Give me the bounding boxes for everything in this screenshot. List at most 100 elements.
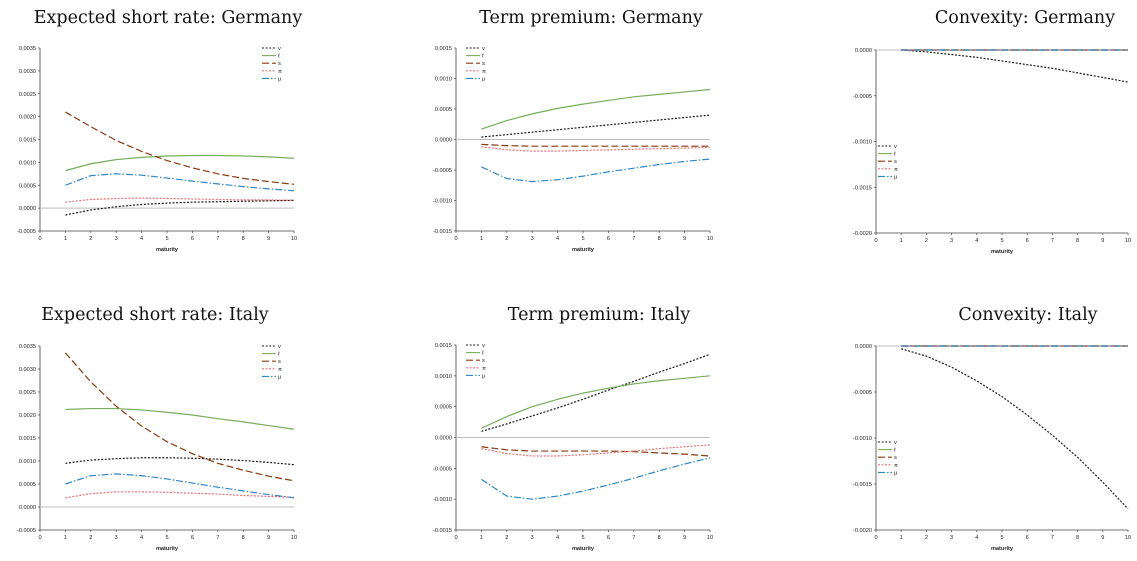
chart-panel: -0.0005 0.0000 0.0005 0.0010 0.0015 0.0020 0.0…	[17, 46, 297, 253]
x-tick-label: 4	[556, 236, 559, 242]
x-tick-label: 9	[1101, 535, 1104, 541]
chart-title: Expected short rate: Italy	[41, 305, 269, 325]
y-tick-label: 0.0035	[19, 344, 36, 350]
y-tick-label: -0.0005	[433, 466, 452, 472]
x-tick-label: 3	[115, 535, 118, 541]
y-tick-label: -0.0005	[853, 94, 872, 100]
x-tick-label: 1	[480, 236, 483, 242]
series-line-2	[65, 154, 295, 172]
y-tick-label: 0.0015	[19, 138, 36, 144]
legend-label: π	[278, 367, 282, 373]
x-tick-label: 5	[165, 535, 168, 541]
y-tick-label: -0.0015	[433, 528, 452, 534]
y-tick-label: 0.0025	[19, 92, 36, 98]
series-line-1	[481, 353, 711, 432]
x-tick-label: 0	[38, 236, 41, 242]
x-tick-label: 1	[64, 535, 67, 541]
y-tick-label: 0.0010	[19, 160, 36, 166]
x-tick-label: 10	[707, 236, 713, 242]
series-line-4	[65, 491, 295, 499]
series-line-4	[481, 444, 711, 457]
x-tick-label: 7	[632, 535, 635, 541]
y-tick-label: 0.0020	[19, 115, 36, 121]
y-tick-label: 0.0015	[435, 343, 452, 349]
y-tick-label: 0.0000	[435, 138, 452, 144]
x-tick-label: 8	[658, 535, 661, 541]
x-tick-label: 7	[1051, 535, 1054, 541]
y-tick-label: 0.0030	[19, 69, 36, 75]
x-tick-label: 7	[1051, 238, 1054, 244]
legend-label: v	[482, 46, 485, 52]
legend-label: μ	[894, 470, 897, 476]
x-tick-label: 2	[505, 236, 508, 242]
y-tick-label: 0.0005	[435, 405, 452, 411]
x-tick-label: 1	[64, 236, 67, 242]
legend-label: μ	[278, 76, 281, 82]
series-line-5	[481, 457, 711, 500]
legend-label: ℓ	[894, 152, 896, 158]
x-tick-label: 4	[140, 535, 143, 541]
chart-title: Expected short rate: Germany	[33, 8, 303, 28]
legend-label: v	[278, 46, 281, 52]
legend-label: π	[894, 463, 898, 469]
x-axis-label: maturity	[572, 247, 595, 253]
series-line-5	[65, 473, 295, 499]
x-tick-label: 0	[454, 236, 457, 242]
y-tick-label: 0.0015	[19, 436, 36, 442]
y-tick-label: 0.0010	[19, 459, 36, 465]
x-tick-label: 6	[191, 535, 194, 541]
x-tick-label: 5	[1000, 535, 1003, 541]
legend-label: s	[894, 159, 897, 165]
y-tick-label: -0.0005	[853, 390, 872, 396]
legend-label: ℓ	[482, 351, 484, 357]
x-tick-label: 8	[242, 236, 245, 242]
chart-panel: -0.0015 -0.0010 -0.0005 0.0000 0.0005 0.0010 0…	[433, 343, 713, 552]
x-tick-label: 0	[454, 535, 457, 541]
x-tick-label: 9	[1101, 238, 1104, 244]
legend-label: s	[894, 455, 897, 461]
x-tick-label: 2	[925, 535, 928, 541]
legend-label: s	[482, 61, 485, 67]
series-line-1	[481, 114, 711, 138]
y-tick-label: 0.0005	[435, 107, 452, 113]
legend-label: ℓ	[278, 54, 280, 60]
y-tick-label: 0.0000	[855, 48, 872, 54]
x-tick-label: 0	[874, 535, 877, 541]
x-tick-label: 10	[707, 535, 713, 541]
series-line-3	[481, 446, 711, 457]
x-axis-label: maturity	[156, 546, 179, 552]
x-tick-label: 5	[581, 535, 584, 541]
x-tick-label: 6	[1026, 238, 1029, 244]
y-tick-label: -0.0010	[433, 497, 452, 503]
series-line-2	[65, 407, 295, 430]
x-tick-label: 9	[267, 236, 270, 242]
x-tick-label: 3	[531, 236, 534, 242]
x-tick-label: 5	[1000, 238, 1003, 244]
x-tick-label: 8	[242, 535, 245, 541]
y-tick-label: -0.0005	[433, 168, 452, 174]
series-line-1	[901, 49, 1129, 83]
x-axis-label: maturity	[156, 247, 179, 253]
x-tick-label: 4	[140, 236, 143, 242]
y-tick-label: 0.0020	[19, 413, 36, 419]
y-tick-label: 0.0030	[19, 367, 36, 373]
series-line-1	[65, 199, 295, 216]
x-tick-label: 4	[556, 535, 559, 541]
x-tick-label: 3	[115, 236, 118, 242]
x-tick-label: 9	[683, 535, 686, 541]
x-tick-label: 3	[531, 535, 534, 541]
x-tick-label: 6	[1026, 535, 1029, 541]
series-line-5	[481, 158, 711, 183]
x-tick-label: 9	[683, 236, 686, 242]
x-tick-label: 1	[480, 535, 483, 541]
x-tick-label: 0	[874, 238, 877, 244]
x-tick-label: 10	[1125, 535, 1131, 541]
x-tick-label: 5	[165, 236, 168, 242]
legend-label: s	[278, 359, 281, 365]
chart-title: Term premium: Italy	[507, 305, 691, 325]
